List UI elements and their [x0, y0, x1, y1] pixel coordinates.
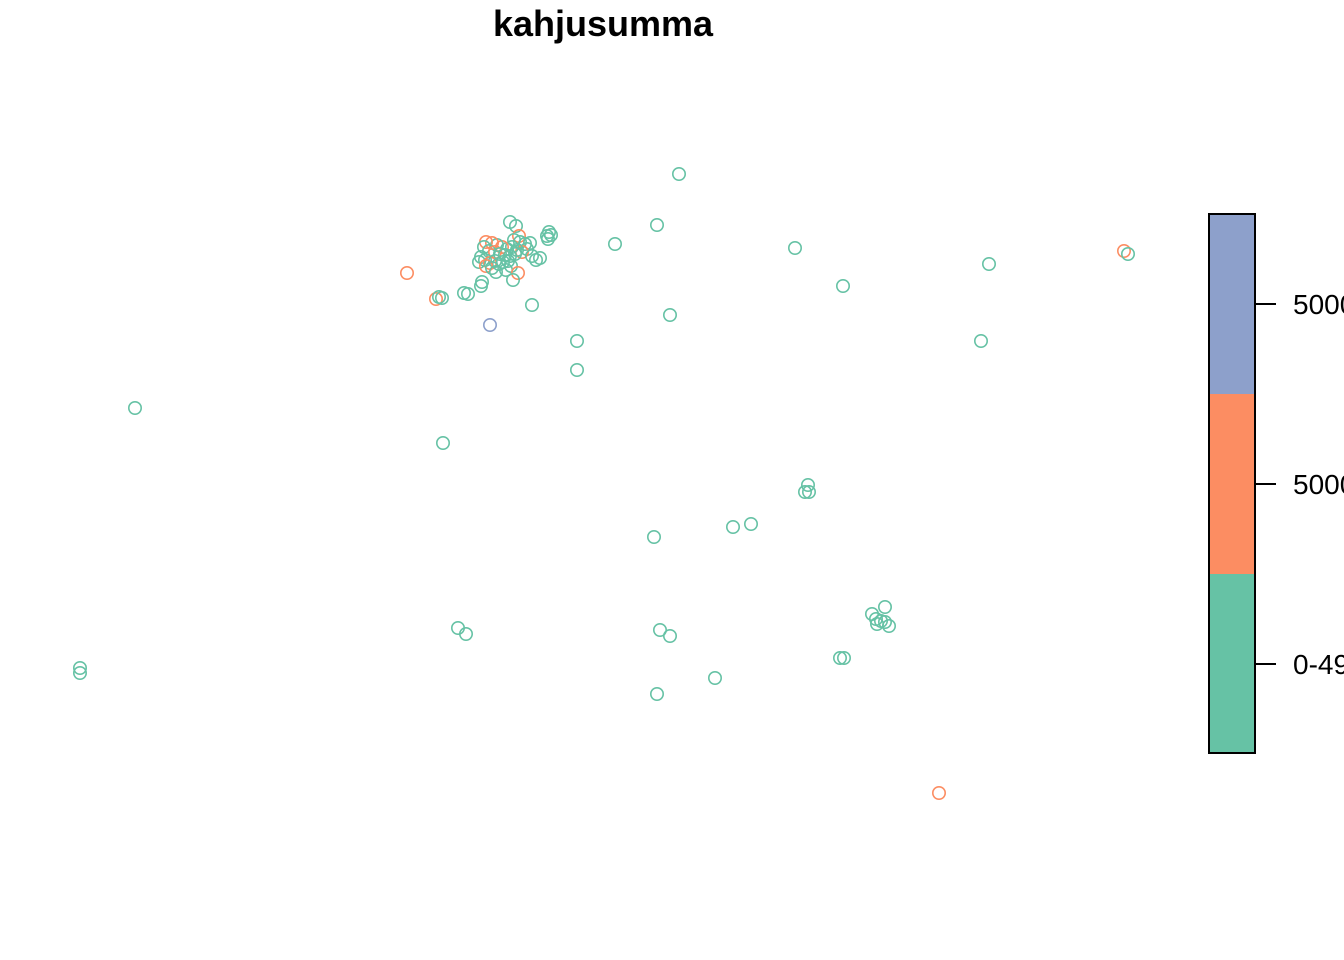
map-point-low	[524, 297, 539, 312]
map-point-low	[652, 622, 667, 637]
map-point-mid	[484, 236, 499, 251]
map-point-low	[646, 529, 661, 544]
legend-label-low: 0-49	[1293, 649, 1344, 680]
map-point-low	[743, 516, 758, 531]
map-point-low	[662, 628, 677, 643]
map-point-low	[434, 290, 449, 305]
map-point-low	[435, 435, 450, 450]
map-point-mid	[931, 785, 946, 800]
map-point-low	[492, 247, 507, 262]
map-point-mid	[478, 258, 493, 273]
legend-swatch-low	[1209, 574, 1255, 753]
map-point-low	[540, 232, 555, 247]
map-point-low	[832, 650, 847, 665]
map-point-low	[471, 255, 486, 270]
legend-swatch-mid	[1209, 394, 1255, 574]
map-point-low	[532, 251, 547, 266]
map-point-low	[836, 650, 851, 665]
map-title: kahjusumma	[493, 3, 714, 44]
map-point-low	[495, 255, 510, 270]
map-point-high	[482, 317, 497, 332]
map-point-low	[569, 362, 584, 377]
map-point-mid	[428, 291, 443, 306]
map-point-low	[671, 167, 686, 182]
map-point-low	[981, 256, 996, 271]
map-point-low	[877, 599, 892, 614]
map-point-low	[973, 333, 988, 348]
map-point-low	[707, 670, 722, 685]
points-layer	[73, 167, 1136, 800]
map-point-low	[543, 228, 558, 243]
map-point-low	[787, 241, 802, 256]
map-point-low	[725, 519, 740, 534]
map-point-low	[877, 614, 892, 629]
map-point-low	[473, 278, 488, 293]
map-point-low	[569, 333, 584, 348]
map-point-low	[505, 272, 520, 287]
legend-swatch-high	[1209, 214, 1255, 394]
map-point-mid	[510, 265, 525, 280]
map-point-low	[524, 249, 539, 264]
map-point-low	[649, 218, 664, 233]
map-point-low	[450, 620, 465, 635]
map-point-low	[800, 477, 815, 492]
map-point-low	[508, 219, 523, 234]
map-point-low	[73, 665, 88, 680]
map-point-low	[507, 247, 522, 262]
map-point-low	[128, 400, 143, 415]
map-point-low	[488, 264, 503, 279]
map-point-low	[649, 686, 664, 701]
map-point-mid	[399, 265, 414, 280]
map-point-low	[662, 307, 677, 322]
map-point-low	[73, 660, 88, 675]
map-point-low	[607, 237, 622, 252]
map-point-low	[797, 484, 812, 499]
map-point-low	[1121, 247, 1136, 262]
map-point-low	[460, 286, 475, 301]
map-point-low	[869, 616, 884, 631]
map-point-low	[458, 626, 473, 641]
map-point-low	[801, 484, 816, 499]
map-point-mid	[1117, 244, 1132, 259]
map-point-low	[484, 260, 499, 275]
map-point-low	[835, 278, 850, 293]
